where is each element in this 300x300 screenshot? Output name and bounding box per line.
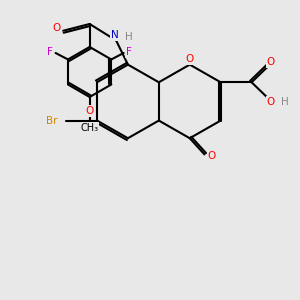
Text: F: F [126,47,132,57]
Text: Br: Br [46,116,58,126]
Text: H: H [124,32,132,42]
Text: F: F [47,47,53,57]
Text: O: O [208,151,216,161]
Text: O: O [52,23,61,33]
Text: CH₃: CH₃ [81,123,99,133]
Text: O: O [186,54,194,64]
Text: O: O [267,97,275,107]
Text: O: O [267,57,275,67]
Text: O: O [85,106,94,116]
Text: N: N [111,30,119,40]
Text: H: H [281,97,288,107]
